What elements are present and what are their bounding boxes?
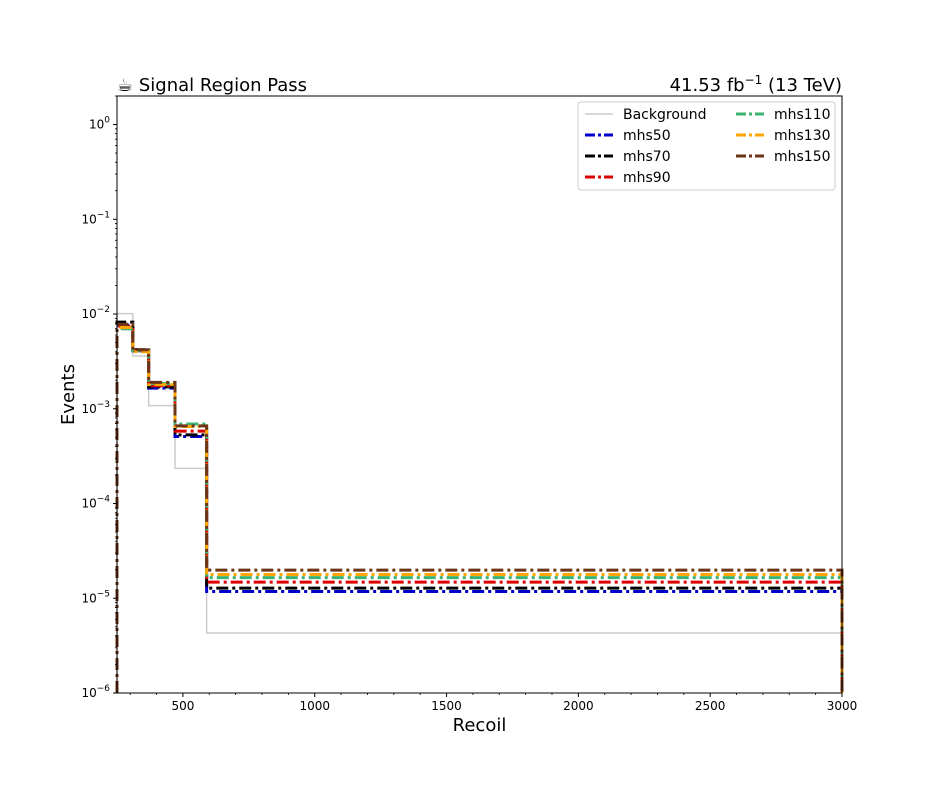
series-line-background: [116, 312, 843, 693]
y-tick-exponent: −6: [97, 684, 111, 694]
y-tick-base: 10: [81, 307, 96, 321]
luminosity-value: 41.53 fb: [670, 75, 745, 96]
x-tick-label: 2000: [563, 699, 594, 713]
legend-label-mhs70: mhs70: [623, 149, 671, 165]
y-tick-label: 10−6: [81, 684, 110, 700]
legend-label-mhs110: mhs110: [774, 107, 831, 123]
legend-box: [577, 101, 836, 191]
y-tick-label: 10−5: [81, 589, 110, 605]
legend: Background mhs50 mhs70 mhs90 mhs110 mhs130 mhs…: [577, 101, 836, 191]
energy-label: (13 TeV): [762, 75, 842, 96]
series-line-mhs130: [115, 326, 844, 693]
chart-title-left: ☕ Signal Region Pass: [117, 75, 307, 96]
chart-title-right: 41.53 fb−1 (13 TeV): [670, 73, 842, 96]
y-tick-exponent: −3: [97, 400, 110, 410]
y-tick-base: 10: [81, 402, 96, 416]
y-tick-label: 100: [89, 116, 110, 132]
legend-label-mhs130: mhs130: [774, 128, 831, 144]
y-tick-label: 10−2: [81, 305, 110, 321]
y-tick-base: 10: [81, 686, 96, 700]
y-tick-label: 10−1: [81, 210, 110, 226]
y-tick-label: 10−3: [81, 400, 110, 416]
x-axis-label: Recoil: [453, 715, 507, 736]
x-tick-label: 500: [171, 699, 194, 713]
legend-label-mhs50: mhs50: [623, 128, 671, 144]
series-line-mhs50: [115, 323, 844, 693]
x-tick-label: 1000: [299, 699, 330, 713]
y-tick-base: 10: [81, 591, 96, 605]
y-tick-exponent: −2: [97, 305, 110, 315]
x-tick-label: 1500: [431, 699, 462, 713]
legend-label-background: Background: [623, 107, 707, 123]
y-axis-label: Events: [58, 364, 79, 425]
legend-label-mhs150: mhs150: [774, 149, 831, 165]
y-tick-exponent: −1: [97, 210, 110, 220]
x-tick-label: 2500: [695, 699, 726, 713]
series-layer: [115, 312, 844, 693]
y-tick-exponent: 0: [104, 116, 110, 126]
y-tick-exponent: −5: [97, 589, 110, 599]
y-tick-label: 10−4: [81, 495, 110, 511]
x-axis: 500 1000 1500 2000 2500 3000: [129, 693, 858, 713]
y-tick-exponent: −4: [97, 495, 111, 505]
y-tick-base: 10: [81, 212, 96, 226]
series-line-mhs150: [115, 322, 844, 693]
x-tick-label: 3000: [827, 699, 858, 713]
y-tick-base: 10: [89, 118, 104, 132]
y-tick-base: 10: [81, 497, 96, 511]
series-line-mhs70: [115, 320, 844, 693]
luminosity-exponent: −1: [745, 73, 763, 87]
legend-label-mhs90: mhs90: [623, 170, 671, 186]
plot-frame: [116, 95, 843, 694]
